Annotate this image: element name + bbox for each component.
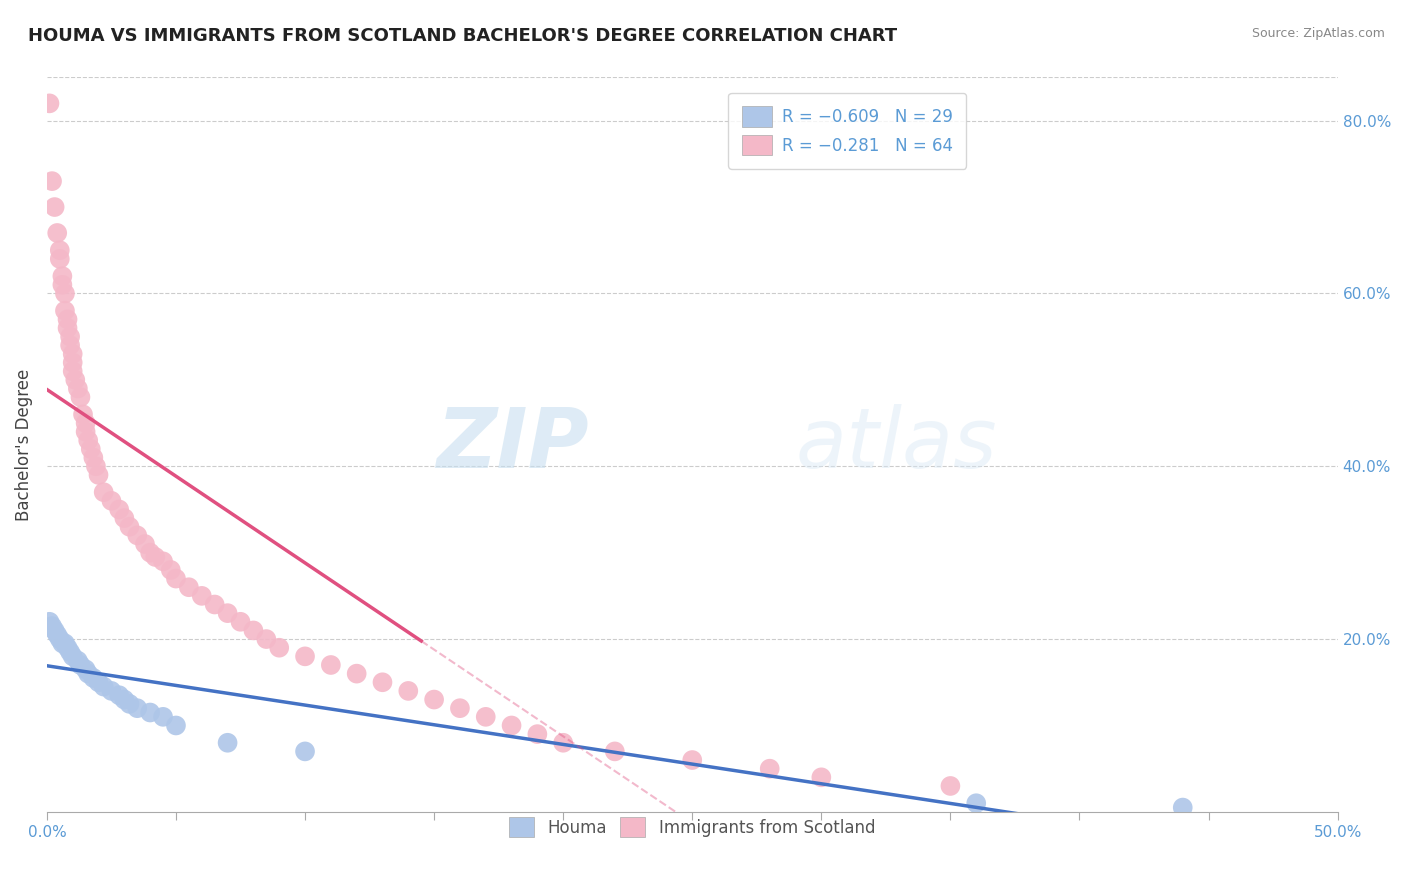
Point (758, 762, 780, 776)
Point (100, 684, 122, 698)
Text: HOUMA VS IMMIGRANTS FROM SCOTLAND BACHELOR'S DEGREE CORRELATION CHART: HOUMA VS IMMIGRANTS FROM SCOTLAND BACHEL… (28, 27, 897, 45)
Point (93, 680, 115, 694)
Point (59, 329, 82, 343)
Point (53, 636, 76, 650)
Point (112, 692, 135, 706)
Point (165, 572, 187, 586)
Point (269, 640, 291, 655)
Point (254, 632, 277, 646)
Point (51, 636, 73, 650)
Point (59, 645, 82, 659)
Point (75, 416, 97, 430)
Point (84, 459, 107, 474)
Point (501, 718, 523, 732)
Point (41, 174, 63, 188)
Point (51, 269, 73, 284)
Point (423, 692, 446, 706)
Point (229, 615, 252, 629)
Point (810, 770, 832, 784)
Point (152, 710, 174, 724)
Point (46, 628, 69, 642)
Point (56, 321, 79, 335)
Point (396, 684, 419, 698)
Point (75, 425, 97, 439)
Point (152, 554, 174, 568)
Point (127, 528, 149, 542)
Point (75, 662, 97, 676)
Point (965, 796, 987, 810)
Point (346, 666, 368, 681)
Point (87, 675, 110, 690)
Point (294, 649, 316, 664)
Point (62, 355, 84, 369)
Point (108, 502, 131, 516)
Point (77, 666, 100, 681)
Point (217, 606, 239, 620)
Point (939, 779, 962, 793)
Point (319, 658, 342, 673)
Point (49, 632, 72, 646)
Point (82, 671, 104, 685)
Point (134, 537, 156, 551)
Point (41, 619, 63, 633)
Point (1171, 800, 1194, 814)
Point (165, 718, 187, 732)
Point (553, 736, 575, 750)
Point (100, 493, 122, 508)
Point (112, 511, 135, 525)
Point (127, 701, 149, 715)
Text: atlas: atlas (796, 404, 997, 485)
Point (77, 434, 100, 448)
Point (139, 546, 162, 560)
Point (82, 450, 104, 465)
Point (66, 654, 89, 668)
Point (44, 624, 66, 638)
Point (53, 286, 76, 301)
Point (681, 753, 703, 767)
Point (59, 338, 82, 352)
Point (56, 640, 79, 655)
Point (474, 710, 496, 724)
Point (66, 382, 89, 396)
Point (49, 244, 72, 258)
Point (69, 658, 91, 673)
Point (108, 688, 131, 702)
Point (118, 697, 141, 711)
Point (139, 706, 162, 720)
Point (191, 589, 214, 603)
Point (143, 549, 166, 564)
Point (62, 364, 84, 378)
Point (51, 277, 73, 292)
Point (53, 303, 76, 318)
Point (44, 200, 66, 214)
Point (449, 701, 471, 715)
Point (38, 615, 60, 629)
Text: ZIP: ZIP (436, 404, 589, 485)
Point (46, 226, 69, 240)
Point (217, 736, 239, 750)
Text: Source: ZipAtlas.com: Source: ZipAtlas.com (1251, 27, 1385, 40)
Point (69, 390, 91, 404)
Point (80, 442, 103, 456)
Point (371, 675, 394, 690)
Point (242, 624, 264, 638)
Y-axis label: Bachelor's Degree: Bachelor's Degree (15, 368, 32, 521)
Point (204, 598, 226, 612)
Point (159, 563, 181, 577)
Point (65, 373, 87, 387)
Point (294, 744, 316, 758)
Legend: Houma, Immigrants from Scotland: Houma, Immigrants from Scotland (502, 810, 882, 844)
Point (177, 580, 200, 594)
Point (38, 96, 60, 111)
Point (49, 252, 72, 266)
Point (62, 649, 84, 664)
Point (118, 520, 141, 534)
Point (87, 467, 110, 482)
Point (93, 485, 115, 500)
Point (62, 347, 84, 361)
Point (526, 727, 548, 741)
Point (56, 312, 79, 326)
Point (603, 744, 626, 758)
Point (72, 408, 94, 422)
